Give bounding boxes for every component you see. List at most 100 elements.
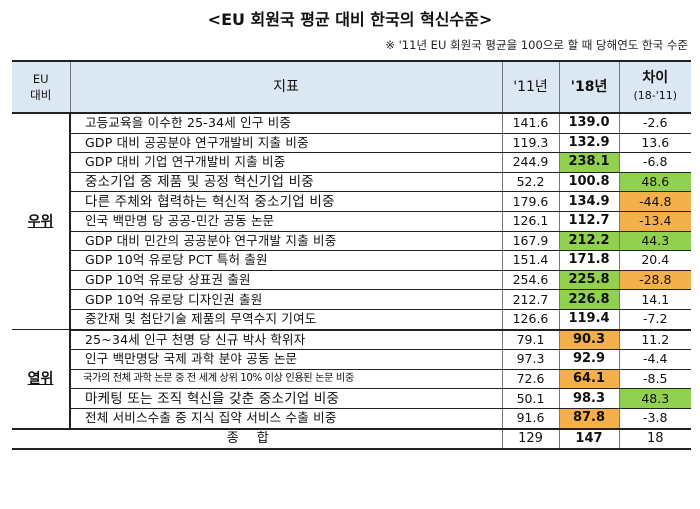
header-diff-label: 차이 <box>642 70 669 86</box>
value-diff: -28.8 <box>619 270 691 291</box>
header-eu-line2: 대비 <box>30 88 52 102</box>
table-row: GDP 10억 유로당 상표권 출원 254.6 225.8 -28.8 <box>12 270 691 291</box>
value-2018: 92.9 <box>559 349 620 370</box>
value-2018: 112.7 <box>559 211 620 232</box>
header-eu-line1: EU <box>32 72 49 86</box>
total-label: 종합 <box>12 427 503 451</box>
total-2018: 147 <box>559 427 620 451</box>
value-2011: 126.6 <box>502 309 560 331</box>
table-row: 열위 25~34세 인구 천명 당 신규 박사 학위자 79.1 90.3 11.2 <box>12 329 691 429</box>
value-diff: 20.4 <box>619 250 691 271</box>
value-2011: 72.6 <box>502 369 560 390</box>
value-2018: 119.4 <box>559 309 620 331</box>
table-row: GDP 대비 공공분야 연구개발비 지출 비중 119.3 132.9 13.6 <box>12 133 691 154</box>
value-diff: 13.6 <box>619 133 691 154</box>
table-row: 마케팅 또는 조직 혁신을 갖춘 중소기업 비중 50.1 98.3 48.3 <box>12 388 691 409</box>
table-body: 우위 고등교육을 이수한 25-34세 인구 비중 141.6 139.0 -2.6 GD… <box>12 113 691 451</box>
group-label: 우위 <box>12 113 71 331</box>
header-indicator: 지표 <box>70 60 503 114</box>
value-diff: -13.4 <box>619 211 691 232</box>
indicator-name: 인국 백만명 당 공공-민간 공동 논문 <box>70 211 503 232</box>
value-2018: 226.8 <box>559 289 620 310</box>
value-2011: 119.3 <box>502 133 560 154</box>
value-2011: 97.3 <box>502 349 560 370</box>
header-eu-compare: EU 대비 <box>12 60 71 114</box>
value-2011: 179.6 <box>502 191 560 212</box>
table-row: 중소기업 중 제품 및 공정 혁신기업 비중 52.2 100.8 48.6 <box>12 172 691 193</box>
indicator-name: 전체 서비스수출 중 지식 집약 서비스 수출 비중 <box>70 408 503 430</box>
table-row: 국가의 전체 과학 논문 중 전 세계 상위 10% 이상 인용된 논문 비중 7… <box>12 369 691 390</box>
value-2018: 98.3 <box>559 388 620 409</box>
indicator-name: GDP 10억 유로당 PCT 특허 출원 <box>70 250 503 271</box>
page-title: <EU 회원국 평균 대비 한국의 혁신수준> <box>207 10 493 29</box>
indicator-name: GDP 10억 유로당 상표권 출원 <box>70 270 503 291</box>
value-diff: -4.4 <box>619 349 691 370</box>
header-diff: 차이 (18-'11) <box>619 60 691 114</box>
value-2011: 151.4 <box>502 250 560 271</box>
indicator-name: 중소기업 중 제품 및 공정 혁신기업 비중 <box>70 172 503 193</box>
indicator-name: 다른 주체와 협력하는 혁신적 중소기업 비중 <box>70 191 503 212</box>
value-diff: -6.8 <box>619 152 691 173</box>
total-row: 종합 129 147 18 <box>12 427 691 451</box>
value-diff: -2.6 <box>619 113 691 134</box>
header-2011: '11년 <box>502 60 560 114</box>
value-2018: 64.1 <box>559 369 620 390</box>
value-2018: 171.8 <box>559 250 620 271</box>
indicator-name: 25~34세 인구 천명 당 신규 박사 학위자 <box>70 329 503 351</box>
indicator-name: GDP 10억 유로당 디자인권 출원 <box>70 289 503 310</box>
table-row: GDP 10억 유로당 PCT 특허 출원 151.4 171.8 20.4 <box>12 250 691 271</box>
value-2011: 141.6 <box>502 113 560 134</box>
value-diff: 48.3 <box>619 388 691 409</box>
total-diff: 18 <box>619 427 691 451</box>
value-2018: 238.1 <box>559 152 620 173</box>
value-2011: 91.6 <box>502 408 560 430</box>
table-row: GDP 10억 유로당 디자인권 출원 212.7 226.8 14.1 <box>12 289 691 310</box>
header-diff-sub: (18-'11) <box>633 89 678 102</box>
innovation-table: EU 대비 지표 '11년 '18년 차이 (18-'11) 우위 고등교육을 이수한… <box>12 60 691 451</box>
total-2011: 129 <box>502 427 560 451</box>
value-diff: -8.5 <box>619 369 691 390</box>
table-row: GDP 대비 민간의 공공분야 연구개발 지출 비중 167.9 212.2 44.3 <box>12 231 691 252</box>
value-2011: 212.7 <box>502 289 560 310</box>
table-row: 인국 백만명 당 공공-민간 공동 논문 126.1 112.7 -13.4 <box>12 211 691 232</box>
value-diff: 11.2 <box>619 329 691 351</box>
value-diff: -44.8 <box>619 191 691 212</box>
indicator-name: 마케팅 또는 조직 혁신을 갖춘 중소기업 비중 <box>70 388 503 409</box>
indicator-name: 중간재 및 첨단기술 제품의 무역수지 기여도 <box>70 309 503 331</box>
indicator-name: GDP 대비 공공분야 연구개발비 지출 비중 <box>70 133 503 154</box>
value-2018: 225.8 <box>559 270 620 291</box>
indicator-name: GDP 대비 민간의 공공분야 연구개발 지출 비중 <box>70 231 503 252</box>
table-row: 인구 백만명당 국제 과학 분야 공동 논문 97.3 92.9 -4.4 <box>12 349 691 370</box>
indicator-name: 고등교육을 이수한 25-34세 인구 비중 <box>70 113 503 134</box>
value-2011: 50.1 <box>502 388 560 409</box>
header-row: EU 대비 지표 '11년 '18년 차이 (18-'11) <box>12 60 691 114</box>
value-2018: 87.8 <box>559 408 620 430</box>
value-diff: 14.1 <box>619 289 691 310</box>
value-2011: 52.2 <box>502 172 560 193</box>
value-diff: -7.2 <box>619 309 691 331</box>
table-row: 중간재 및 첨단기술 제품의 무역수지 기여도 126.6 119.4 -7.2 <box>12 309 691 331</box>
value-2011: 79.1 <box>502 329 560 351</box>
value-2018: 212.2 <box>559 231 620 252</box>
value-2011: 126.1 <box>502 211 560 232</box>
indicator-name: 인구 백만명당 국제 과학 분야 공동 논문 <box>70 349 503 370</box>
table-row: 우위 고등교육을 이수한 25-34세 인구 비중 141.6 139.0 -2.6 <box>12 113 691 331</box>
group-label: 열위 <box>12 329 71 429</box>
header-2018-label: '18년 <box>570 79 608 95</box>
value-2011: 167.9 <box>502 231 560 252</box>
indicator-name: GDP 대비 기업 연구개발비 지출 비중 <box>70 152 503 173</box>
value-diff: 48.6 <box>619 172 691 193</box>
value-2018: 90.3 <box>559 329 620 351</box>
value-2018: 100.8 <box>559 172 620 193</box>
table-row: 전체 서비스수출 중 지식 집약 서비스 수출 비중 91.6 87.8 -3.8 <box>12 408 691 430</box>
value-2011: 254.6 <box>502 270 560 291</box>
value-diff: 44.3 <box>619 231 691 252</box>
table-row: 다른 주체와 협력하는 혁신적 중소기업 비중 179.6 134.9 -44.8 <box>12 191 691 212</box>
indicator-name: 국가의 전체 과학 논문 중 전 세계 상위 10% 이상 인용된 논문 비중 <box>70 369 503 390</box>
table-row: GDP 대비 기업 연구개발비 지출 비중 244.9 238.1 -6.8 <box>12 152 691 173</box>
value-2018: 132.9 <box>559 133 620 154</box>
value-2011: 244.9 <box>502 152 560 173</box>
table-note: ※ '11년 EU 회원국 평균을 100으로 할 때 당해연도 한국 수준 <box>385 38 688 52</box>
value-diff: -3.8 <box>619 408 691 430</box>
value-2018: 139.0 <box>559 113 620 134</box>
